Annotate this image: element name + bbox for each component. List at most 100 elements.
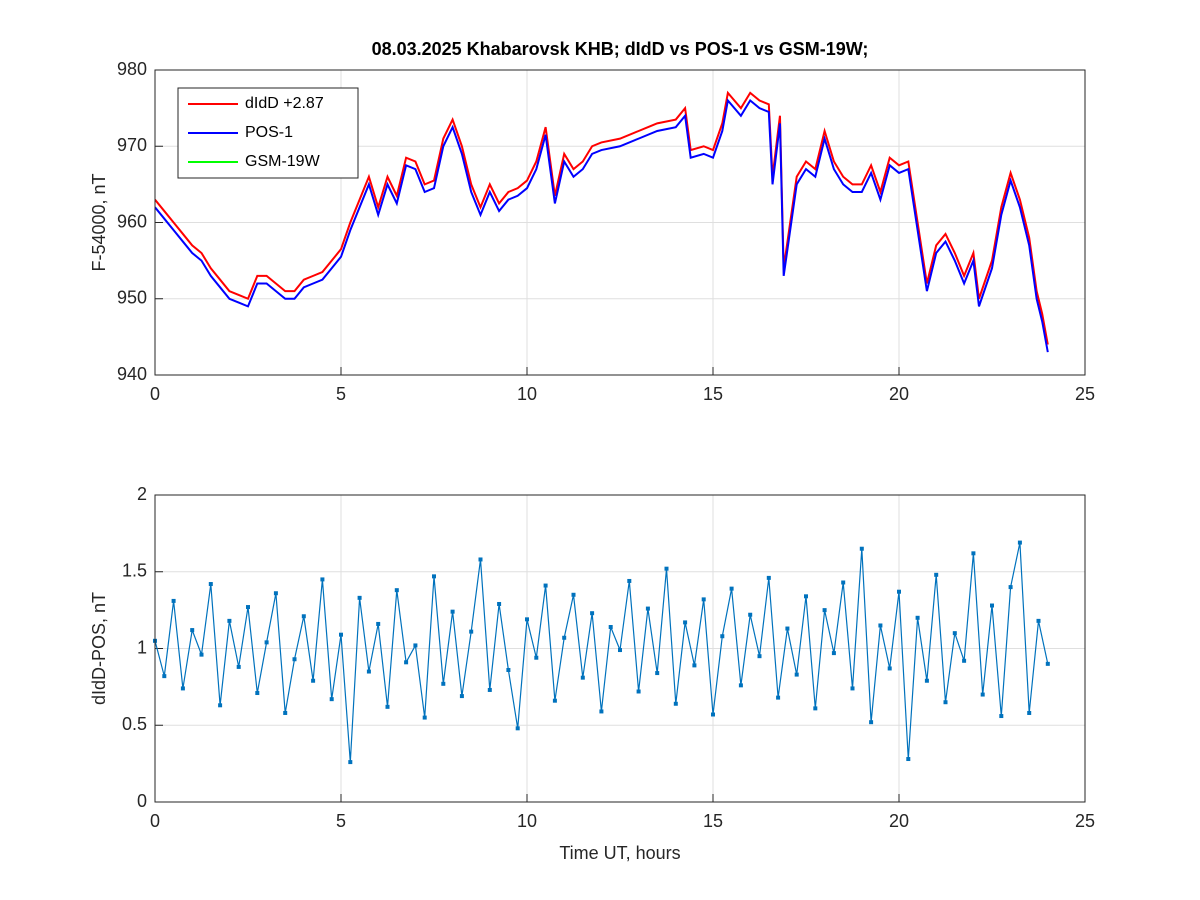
x-tick-label: 5 <box>336 811 346 831</box>
data-marker <box>701 597 706 602</box>
data-marker <box>218 703 223 708</box>
data-marker <box>636 689 641 694</box>
y-axis-label: dIdD-POS, nT <box>89 592 109 705</box>
axes-box <box>154 69 1086 376</box>
data-marker <box>311 678 316 683</box>
data-marker <box>366 669 371 674</box>
data-marker <box>999 714 1004 719</box>
data-marker <box>720 634 725 639</box>
data-marker <box>990 603 994 608</box>
data-marker <box>562 635 567 640</box>
data-marker <box>357 595 362 600</box>
data-marker <box>432 574 436 579</box>
y-tick-label: 980 <box>117 59 147 79</box>
data-marker <box>673 701 678 706</box>
data-marker <box>1045 661 1050 666</box>
data-marker <box>980 692 985 697</box>
x-tick-label: 25 <box>1075 384 1095 404</box>
data-marker <box>738 683 743 688</box>
data-marker <box>711 712 715 717</box>
data-marker <box>525 617 529 622</box>
data-marker <box>1008 585 1013 590</box>
data-marker <box>1027 710 1032 715</box>
data-marker <box>506 667 511 672</box>
data-marker <box>478 557 483 562</box>
x-tick-label: 25 <box>1075 811 1095 831</box>
data-marker <box>459 694 464 699</box>
x-tick-label: 5 <box>336 384 346 404</box>
data-marker <box>320 577 325 582</box>
data-marker <box>887 666 892 671</box>
data-marker <box>924 678 929 683</box>
data-marker <box>394 588 399 593</box>
data-marker <box>841 580 846 585</box>
data-line <box>155 98 1049 353</box>
data-marker <box>227 618 232 623</box>
data-marker <box>441 681 446 686</box>
data-marker <box>450 609 455 614</box>
data-marker <box>571 592 576 597</box>
data-marker <box>292 657 297 662</box>
data-marker <box>831 651 836 656</box>
y-tick-label: 940 <box>117 364 147 384</box>
data-marker <box>878 623 883 628</box>
data-marker <box>469 629 474 634</box>
axes-box <box>154 494 1086 803</box>
data-marker <box>794 672 799 677</box>
data-marker <box>348 760 353 765</box>
data-marker <box>301 614 306 619</box>
data-marker <box>413 643 418 648</box>
data-marker <box>664 566 669 571</box>
x-tick-label: 20 <box>889 384 909 404</box>
data-marker <box>915 615 920 620</box>
data-marker <box>422 715 427 720</box>
data-marker <box>943 700 948 705</box>
data-marker <box>608 625 613 630</box>
y-tick-label: 1 <box>137 637 147 657</box>
legend-label: dIdD +2.87 <box>245 95 324 112</box>
data-marker <box>618 648 622 653</box>
data-marker <box>171 598 176 603</box>
data-marker <box>655 671 660 676</box>
data-marker <box>199 652 204 657</box>
data-marker <box>236 664 241 669</box>
data-marker <box>376 621 381 626</box>
data-marker <box>822 608 827 613</box>
data-marker <box>906 757 911 762</box>
data-marker <box>869 720 874 725</box>
data-marker <box>813 706 818 711</box>
y-axis-label: F-54000, nT <box>89 173 109 271</box>
data-marker <box>897 589 901 594</box>
x-tick-label: 0 <box>150 384 160 404</box>
data-marker <box>180 686 185 691</box>
data-marker <box>1017 540 1022 545</box>
x-tick-label: 10 <box>517 384 537 404</box>
data-marker <box>971 551 976 556</box>
x-tick-label: 15 <box>703 384 723 404</box>
data-marker <box>729 586 734 591</box>
data-marker <box>487 687 492 692</box>
data-marker <box>552 698 557 703</box>
data-marker <box>385 704 390 709</box>
data-marker <box>534 655 539 660</box>
data-marker <box>590 611 595 616</box>
x-tick-label: 10 <box>517 811 537 831</box>
data-marker <box>952 631 957 636</box>
data-marker <box>329 697 334 702</box>
data-marker <box>1036 618 1041 623</box>
data-marker <box>692 663 697 668</box>
chart-title: 08.03.2025 Khabarovsk KHB; dIdD vs POS-1… <box>372 39 869 59</box>
legend-label: GSM-19W <box>245 153 321 170</box>
data-marker <box>859 546 864 551</box>
data-marker <box>962 658 967 663</box>
data-marker <box>627 578 632 583</box>
x-axis-label: Time UT, hours <box>559 843 680 863</box>
data-marker <box>273 591 278 596</box>
data-marker <box>757 654 762 659</box>
data-marker <box>283 710 288 715</box>
y-tick-label: 0.5 <box>122 714 147 734</box>
legend-label: POS-1 <box>245 124 293 141</box>
data-marker <box>264 640 269 645</box>
data-marker <box>645 606 650 611</box>
